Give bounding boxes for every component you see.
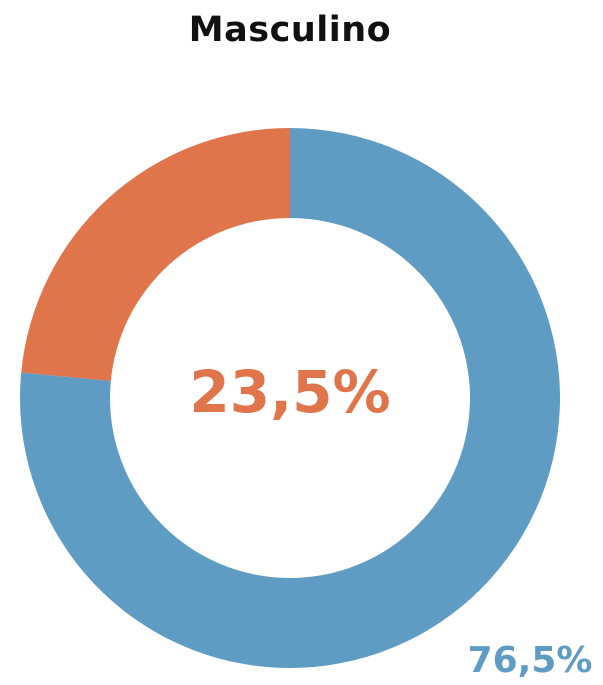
slice-1-value-label: 76,5% bbox=[468, 640, 593, 681]
donut-slice-0 bbox=[21, 128, 290, 382]
chart-title: Masculino bbox=[188, 10, 392, 50]
slice-0-value-label: 23,5% bbox=[189, 358, 390, 426]
donut-slices bbox=[19, 128, 561, 668]
donut-slice-1 bbox=[19, 128, 561, 668]
